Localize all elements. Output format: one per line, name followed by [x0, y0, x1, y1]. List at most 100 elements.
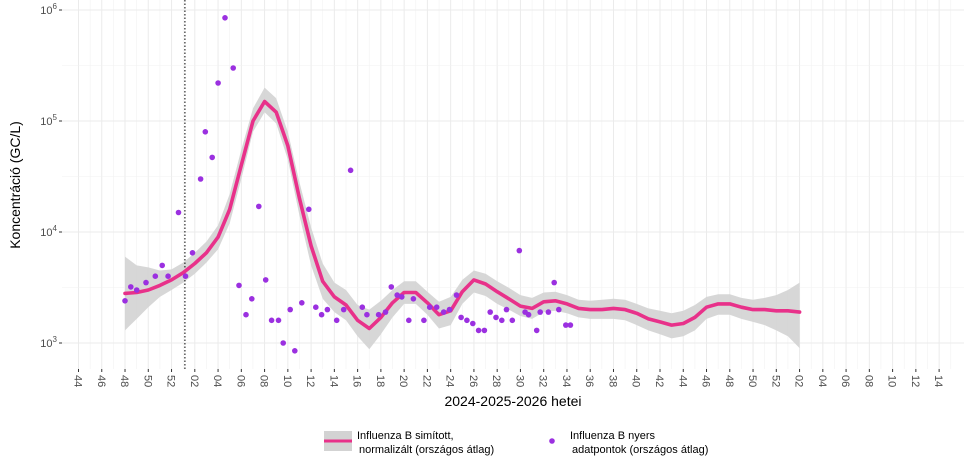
grid — [62, 0, 964, 369]
x-tick-label: 14 — [327, 375, 339, 387]
data-point — [446, 306, 453, 313]
data-point — [299, 300, 305, 306]
data-point — [152, 273, 159, 280]
x-axis-title: 2024-2025-2026 hetei — [444, 393, 581, 409]
data-point — [249, 296, 255, 302]
data-point — [165, 273, 171, 280]
data-point — [556, 306, 562, 313]
confidence-band-layer — [125, 87, 800, 350]
legend-label-points-line2: adatpontok (országos átlag) — [572, 444, 708, 456]
data-point — [537, 309, 543, 315]
y-tick-label: 104 — [40, 224, 57, 239]
data-point — [340, 306, 347, 313]
data-point — [433, 304, 440, 311]
x-axis-ticks: 44 46 48 50 52 02 04 06 08 10 12 14 16 18 20 22 24 26 28 30… — [72, 369, 944, 387]
x-tick-label: 20 — [397, 375, 409, 387]
data-point — [551, 279, 557, 286]
data-point — [287, 306, 294, 313]
y-axis-ticks: 103 104 105 106 — [40, 2, 62, 350]
data-point — [475, 327, 482, 334]
data-point — [215, 80, 221, 86]
data-point — [487, 309, 494, 315]
data-point — [262, 277, 269, 283]
data-point — [458, 314, 464, 321]
x-tick-label: 24 — [444, 375, 456, 387]
data-point — [222, 14, 228, 21]
data-point — [182, 273, 189, 280]
data-point — [481, 327, 488, 334]
data-point — [440, 309, 447, 315]
data-point — [493, 314, 499, 321]
data-point — [394, 292, 401, 298]
data-point — [359, 304, 366, 311]
data-point — [410, 296, 417, 302]
x-tick-label: 30 — [513, 375, 525, 387]
data-point — [333, 317, 340, 324]
data-point — [545, 309, 552, 315]
data-point — [143, 279, 149, 286]
data-point — [533, 327, 540, 334]
data-point — [128, 284, 134, 290]
x-tick-label: 50 — [141, 375, 153, 387]
x-tick-label: 50 — [746, 375, 758, 387]
data-point — [470, 320, 476, 327]
x-tick-label: 46 — [95, 375, 107, 387]
data-point — [306, 206, 312, 213]
data-point — [364, 311, 370, 318]
data-point — [230, 65, 236, 71]
data-point — [197, 176, 204, 182]
data-point — [525, 311, 532, 318]
data-point — [516, 247, 523, 254]
data-point — [209, 154, 215, 161]
data-point — [503, 306, 510, 313]
data-point — [421, 317, 427, 324]
data-point — [268, 317, 275, 324]
x-tick-label: 14 — [932, 375, 944, 387]
data-point — [426, 304, 433, 311]
y-tick-label: 106 — [40, 2, 57, 17]
x-tick-label: 26 — [467, 375, 479, 387]
data-point — [324, 306, 331, 313]
data-point — [453, 292, 460, 298]
x-tick-label: 44 — [676, 375, 688, 387]
data-point — [509, 317, 516, 324]
x-tick-label: 08 — [862, 375, 874, 387]
data-point — [388, 284, 395, 290]
data-point — [313, 304, 319, 311]
legend-label-smoothed-line2: normalizált (országos átlag) — [359, 444, 494, 456]
legend-label-points-line1: Influenza B nyers — [570, 430, 655, 442]
x-tick-label: 40 — [630, 375, 642, 387]
x-tick-label: 12 — [909, 375, 921, 387]
x-tick-label: 42 — [653, 375, 665, 387]
data-point — [499, 317, 505, 324]
x-tick-label: 48 — [723, 375, 735, 387]
data-point — [255, 203, 262, 210]
data-point — [567, 322, 574, 328]
y-axis-title: Koncentráció (GC/L) — [7, 121, 23, 249]
data-point — [347, 167, 354, 174]
data-point — [236, 282, 242, 289]
x-tick-label: 10 — [886, 375, 898, 387]
x-tick-label: 06 — [839, 375, 851, 387]
data-point — [563, 322, 569, 328]
legend: Influenza B simított, normalizált (orszá… — [324, 430, 708, 456]
x-tick-label: 06 — [234, 375, 246, 387]
data-point — [175, 209, 182, 216]
data-point — [464, 317, 470, 324]
x-tick-label: 38 — [606, 375, 618, 387]
smoothed-line-layer — [123, 99, 802, 331]
legend-label-smoothed-line1: Influenza B simított, — [357, 430, 454, 442]
x-tick-label: 32 — [537, 375, 549, 387]
data-point — [406, 317, 412, 324]
data-point — [243, 311, 249, 318]
y-tick-label: 105 — [40, 113, 57, 128]
x-tick-label: 02 — [793, 375, 805, 387]
confidence-band — [125, 87, 800, 350]
x-tick-label: 48 — [118, 375, 130, 387]
data-point — [375, 311, 382, 318]
x-tick-label: 52 — [165, 375, 177, 387]
x-tick-label: 04 — [211, 375, 223, 387]
y-tick-label: 103 — [40, 335, 57, 350]
legend-key-points — [549, 438, 555, 444]
